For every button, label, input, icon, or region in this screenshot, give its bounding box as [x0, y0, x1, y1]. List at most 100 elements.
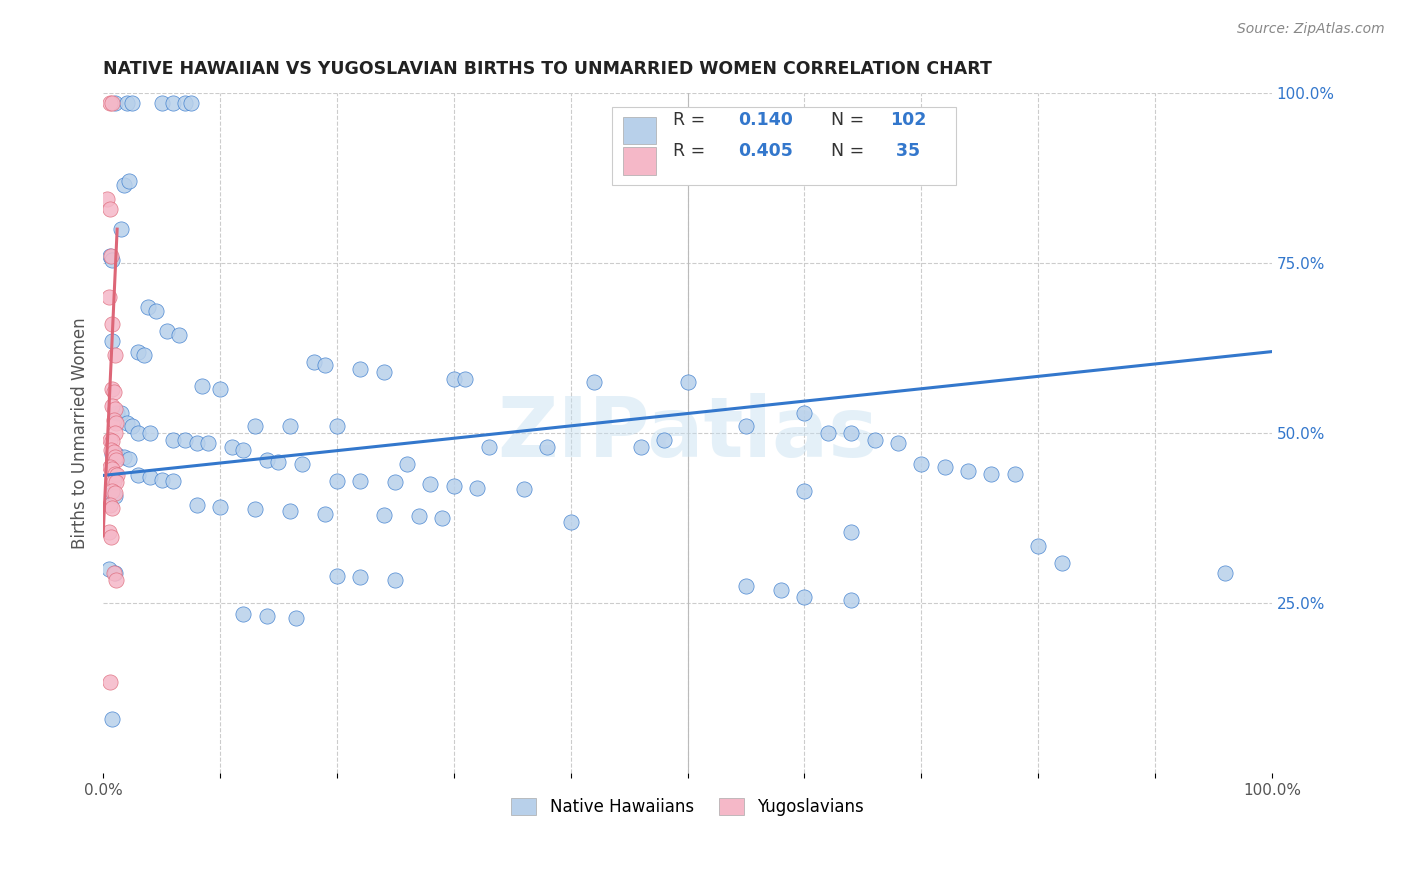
Point [560, 515, 582, 529]
Point [208, 500, 231, 514]
Point [267, 455, 290, 469]
Point [232, 607, 254, 621]
Point [98, 524, 121, 539]
Point [139, 470, 162, 484]
Point [174, 96, 197, 111]
Point [384, 573, 406, 587]
Point [104, 573, 127, 587]
Legend: Native Hawaiians, Yugoslavians: Native Hawaiians, Yugoslavians [505, 791, 870, 823]
Text: N =: N = [831, 142, 865, 160]
Point [104, 96, 127, 111]
Point [676, 375, 699, 389]
Point [101, 334, 124, 349]
Point [110, 222, 132, 236]
Text: N =: N = [831, 112, 865, 129]
Point [100, 530, 122, 544]
Point [443, 479, 465, 493]
Text: 0.405: 0.405 [738, 142, 793, 160]
Point [98, 96, 121, 111]
Point [136, 301, 159, 315]
Point [104, 416, 127, 430]
Point [145, 303, 167, 318]
Point [839, 593, 862, 607]
Point [104, 489, 127, 503]
Point [408, 509, 430, 524]
Point [1026, 539, 1049, 553]
Point [110, 406, 132, 420]
Point [443, 372, 465, 386]
Point [513, 482, 536, 496]
Point [278, 504, 301, 518]
Point [863, 433, 886, 447]
Point [395, 457, 418, 471]
Point [118, 452, 141, 467]
Point [115, 416, 138, 430]
Point [232, 443, 254, 458]
Point [98, 433, 121, 447]
Text: ZIPatlas: ZIPatlas [496, 392, 877, 474]
Point [191, 378, 214, 392]
Point [910, 457, 932, 471]
Point [478, 440, 501, 454]
Point [373, 365, 395, 379]
Point [101, 447, 124, 461]
FancyBboxPatch shape [623, 147, 657, 175]
Point [104, 566, 127, 580]
Point [887, 436, 910, 450]
Point [839, 524, 862, 539]
Point [121, 96, 143, 111]
Point [197, 436, 219, 450]
Text: R =: R = [673, 142, 711, 160]
Point [101, 484, 124, 499]
Point [373, 508, 395, 522]
Point [817, 426, 839, 441]
Point [105, 406, 128, 420]
Point [103, 385, 125, 400]
Point [98, 498, 121, 512]
Point [1213, 566, 1236, 580]
Point [105, 468, 128, 483]
Point [104, 426, 127, 441]
Point [956, 464, 979, 478]
Point [735, 419, 758, 434]
Point [101, 487, 124, 501]
Y-axis label: Births to Unmarried Women: Births to Unmarried Women [72, 318, 89, 549]
Point [103, 474, 125, 488]
Point [278, 419, 301, 434]
Point [839, 426, 862, 441]
Point [793, 406, 815, 420]
Point [96, 192, 118, 206]
Point [793, 484, 815, 499]
Point [98, 674, 121, 689]
Point [208, 382, 231, 396]
Point [104, 486, 127, 500]
Point [735, 579, 758, 593]
Point [454, 372, 477, 386]
Point [243, 419, 266, 434]
FancyBboxPatch shape [623, 117, 657, 145]
Point [101, 434, 124, 449]
Point [349, 570, 371, 584]
Point [98, 460, 121, 475]
Text: 102: 102 [890, 112, 927, 129]
Text: 0.140: 0.140 [738, 112, 793, 129]
Point [243, 502, 266, 516]
Point [127, 468, 149, 483]
Point [132, 348, 155, 362]
Point [104, 467, 127, 481]
Point [186, 498, 208, 512]
Point [769, 582, 792, 597]
Point [104, 450, 127, 464]
Point [326, 569, 349, 583]
Point [186, 436, 208, 450]
Point [652, 433, 675, 447]
Point [115, 96, 138, 111]
Point [314, 507, 336, 521]
Point [349, 474, 371, 488]
Point [630, 440, 652, 454]
Point [121, 419, 143, 434]
Point [291, 457, 314, 471]
Point [180, 96, 202, 111]
Point [314, 358, 336, 372]
Point [285, 611, 308, 625]
